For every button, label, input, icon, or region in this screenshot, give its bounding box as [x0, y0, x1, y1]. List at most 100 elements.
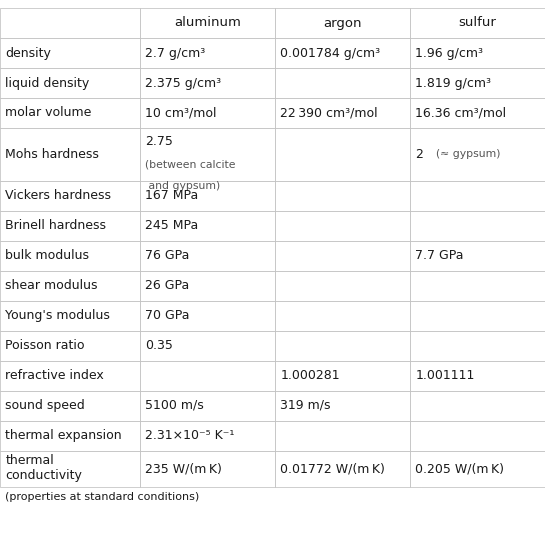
- Text: argon: argon: [323, 16, 362, 30]
- Bar: [275, 68, 410, 98]
- Bar: [0, 361, 140, 390]
- Bar: [140, 98, 275, 128]
- Bar: [140, 330, 275, 361]
- Text: (≈ gypsum): (≈ gypsum): [429, 150, 501, 159]
- Bar: [410, 38, 545, 68]
- Text: liquid density: liquid density: [5, 77, 90, 90]
- Bar: [275, 330, 410, 361]
- Bar: [140, 450, 275, 487]
- Bar: [410, 128, 545, 180]
- Bar: [0, 390, 140, 421]
- Text: 7.7 GPa: 7.7 GPa: [415, 249, 464, 262]
- Text: 245 MPa: 245 MPa: [146, 219, 199, 232]
- Text: 167 MPa: 167 MPa: [146, 189, 199, 202]
- Bar: [275, 361, 410, 390]
- Text: Vickers hardness: Vickers hardness: [5, 189, 111, 202]
- Text: shear modulus: shear modulus: [5, 279, 98, 292]
- Text: 5100 m/s: 5100 m/s: [146, 399, 204, 412]
- Bar: [140, 301, 275, 330]
- Bar: [0, 8, 140, 38]
- Bar: [0, 180, 140, 211]
- Text: 1.001111: 1.001111: [415, 369, 475, 382]
- Bar: [140, 128, 275, 180]
- Text: 70 GPa: 70 GPa: [146, 309, 190, 322]
- Text: thermal expansion: thermal expansion: [5, 429, 122, 442]
- Text: 2.375 g/cm³: 2.375 g/cm³: [146, 77, 222, 90]
- Bar: [275, 211, 410, 240]
- Bar: [0, 240, 140, 270]
- Text: 0.35: 0.35: [146, 339, 173, 352]
- Text: thermal
conductivity: thermal conductivity: [5, 455, 82, 483]
- Bar: [410, 211, 545, 240]
- Bar: [275, 240, 410, 270]
- Bar: [410, 240, 545, 270]
- Bar: [140, 8, 275, 38]
- Text: density: density: [5, 46, 51, 59]
- Text: 1.000281: 1.000281: [281, 369, 340, 382]
- Text: molar volume: molar volume: [5, 106, 92, 119]
- Text: 22 390 cm³/mol: 22 390 cm³/mol: [281, 106, 378, 119]
- Bar: [0, 270, 140, 301]
- Text: 2: 2: [415, 148, 423, 161]
- Bar: [275, 421, 410, 450]
- Text: (between calcite: (between calcite: [146, 160, 236, 170]
- Text: 76 GPa: 76 GPa: [146, 249, 190, 262]
- Text: 2.75: 2.75: [146, 136, 173, 148]
- Text: sound speed: sound speed: [5, 399, 85, 412]
- Bar: [410, 390, 545, 421]
- Bar: [0, 128, 140, 180]
- Bar: [275, 301, 410, 330]
- Bar: [0, 38, 140, 68]
- Bar: [410, 8, 545, 38]
- Bar: [140, 180, 275, 211]
- Bar: [275, 38, 410, 68]
- Text: 16.36 cm³/mol: 16.36 cm³/mol: [415, 106, 506, 119]
- Bar: [410, 180, 545, 211]
- Bar: [410, 301, 545, 330]
- Bar: [0, 98, 140, 128]
- Text: (properties at standard conditions): (properties at standard conditions): [5, 492, 199, 502]
- Bar: [410, 450, 545, 487]
- Bar: [410, 68, 545, 98]
- Bar: [410, 361, 545, 390]
- Bar: [275, 180, 410, 211]
- Bar: [140, 270, 275, 301]
- Bar: [140, 38, 275, 68]
- Text: refractive index: refractive index: [5, 369, 104, 382]
- Bar: [275, 128, 410, 180]
- Text: sulfur: sulfur: [458, 16, 496, 30]
- Text: 10 cm³/mol: 10 cm³/mol: [146, 106, 217, 119]
- Bar: [140, 421, 275, 450]
- Bar: [275, 450, 410, 487]
- Text: 26 GPa: 26 GPa: [146, 279, 190, 292]
- Text: 0.01772 W/(m K): 0.01772 W/(m K): [281, 462, 385, 475]
- Text: aluminum: aluminum: [174, 16, 241, 30]
- Bar: [0, 421, 140, 450]
- Bar: [0, 301, 140, 330]
- Bar: [0, 330, 140, 361]
- Text: 1.819 g/cm³: 1.819 g/cm³: [415, 77, 492, 90]
- Text: 1.96 g/cm³: 1.96 g/cm³: [415, 46, 483, 59]
- Text: 319 m/s: 319 m/s: [281, 399, 331, 412]
- Bar: [140, 390, 275, 421]
- Text: bulk modulus: bulk modulus: [5, 249, 89, 262]
- Bar: [0, 68, 140, 98]
- Bar: [410, 270, 545, 301]
- Bar: [0, 450, 140, 487]
- Bar: [0, 211, 140, 240]
- Bar: [275, 270, 410, 301]
- Text: 235 W/(m K): 235 W/(m K): [146, 462, 222, 475]
- Bar: [410, 421, 545, 450]
- Bar: [275, 390, 410, 421]
- Bar: [275, 8, 410, 38]
- Bar: [140, 68, 275, 98]
- Text: 0.001784 g/cm³: 0.001784 g/cm³: [281, 46, 380, 59]
- Bar: [140, 211, 275, 240]
- Text: and gypsum): and gypsum): [146, 181, 221, 191]
- Text: 2.31×10⁻⁵ K⁻¹: 2.31×10⁻⁵ K⁻¹: [146, 429, 235, 442]
- Bar: [140, 361, 275, 390]
- Text: 2.7 g/cm³: 2.7 g/cm³: [146, 46, 205, 59]
- Text: 0.205 W/(m K): 0.205 W/(m K): [415, 462, 505, 475]
- Text: Young's modulus: Young's modulus: [5, 309, 110, 322]
- Text: Poisson ratio: Poisson ratio: [5, 339, 85, 352]
